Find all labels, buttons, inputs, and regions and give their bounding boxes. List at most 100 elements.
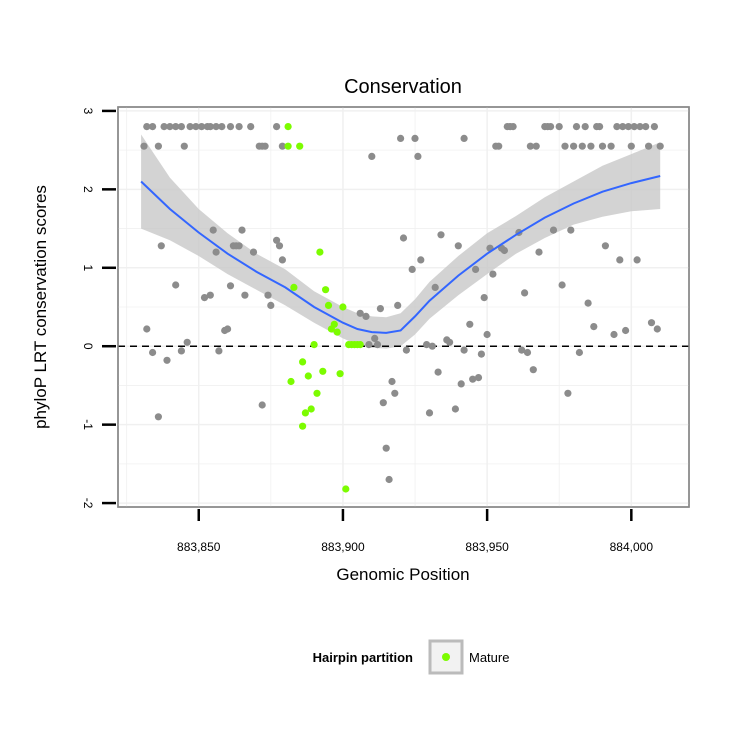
data-point-other xyxy=(547,123,555,131)
data-point-other xyxy=(584,299,592,307)
data-point-other xyxy=(601,242,610,250)
legend: Hairpin partition Mature xyxy=(313,639,509,675)
data-point-mature xyxy=(301,409,309,417)
data-point-mature xyxy=(336,370,344,378)
x-tick-label: 884,000 xyxy=(610,540,654,554)
legend-key-box xyxy=(428,639,464,675)
data-point-other xyxy=(235,242,243,250)
data-point-mature xyxy=(284,142,292,150)
data-point-other xyxy=(275,242,284,250)
y-tick-label: -2 xyxy=(81,498,95,509)
data-point-other xyxy=(518,346,526,354)
data-point-other xyxy=(650,123,659,131)
data-point-other xyxy=(261,142,269,150)
data-point-other xyxy=(570,142,578,150)
data-point-mature xyxy=(284,123,292,131)
data-point-other xyxy=(154,142,162,150)
data-point-other xyxy=(249,248,258,256)
data-point-other xyxy=(206,123,214,131)
data-point-other xyxy=(451,405,459,413)
data-point-other xyxy=(521,289,529,297)
data-point-mature xyxy=(296,142,304,150)
data-point-other xyxy=(489,270,497,278)
data-point-other xyxy=(166,123,174,131)
data-point-other xyxy=(466,320,474,328)
data-point-other xyxy=(218,123,226,131)
data-point-other xyxy=(647,319,656,327)
data-point-other xyxy=(607,142,615,150)
data-point-other xyxy=(365,341,373,349)
data-point-other xyxy=(613,123,621,131)
data-point-other xyxy=(477,350,485,358)
data-point-other xyxy=(154,413,162,421)
data-point-other xyxy=(500,246,508,255)
data-point-other xyxy=(561,142,569,150)
data-point-mature xyxy=(307,405,315,413)
plot-border xyxy=(117,106,690,508)
y-tick-label: 1 xyxy=(81,264,95,271)
data-point-other xyxy=(278,142,286,150)
data-point-other xyxy=(267,301,275,309)
data-point-mature xyxy=(333,328,341,336)
data-point-other xyxy=(523,348,532,357)
data-point-other xyxy=(172,281,180,289)
data-point-other xyxy=(238,226,246,234)
y-axis-ticks: -2 -1 0 1 2 3 xyxy=(81,108,116,509)
data-point-other xyxy=(362,312,370,320)
chart-title: Conservation xyxy=(344,76,462,98)
legend-key-mature xyxy=(442,653,450,661)
data-point-other xyxy=(624,123,633,131)
data-point-other xyxy=(157,242,165,250)
x-tick-label: 883,950 xyxy=(465,540,509,554)
data-point-other xyxy=(264,291,272,299)
x-axis-ticks: 883,850 883,900 883,950 884,000 xyxy=(177,509,653,554)
data-point-mature xyxy=(330,320,338,328)
data-point-other xyxy=(399,234,408,242)
data-point-other xyxy=(567,226,575,234)
data-point-mature xyxy=(316,248,324,256)
data-point-other xyxy=(382,444,390,452)
data-point-other xyxy=(186,123,194,131)
data-point-other xyxy=(532,142,540,150)
data-point-mature xyxy=(322,286,330,294)
data-point-other xyxy=(247,123,255,131)
data-point-other xyxy=(636,123,644,131)
data-point-other xyxy=(371,334,379,342)
x-tick-label: 883,850 xyxy=(177,540,221,554)
data-point-other xyxy=(645,142,653,150)
data-point-other xyxy=(379,399,387,407)
data-point-other xyxy=(630,123,638,131)
data-point-other xyxy=(224,325,232,333)
data-point-other xyxy=(177,347,185,355)
data-point-other xyxy=(483,330,491,339)
data-point-other xyxy=(656,142,664,150)
data-point-other xyxy=(558,281,566,289)
data-point-other xyxy=(397,134,405,142)
data-point-other xyxy=(469,375,477,383)
data-point-other xyxy=(555,123,563,131)
data-point-other xyxy=(388,377,396,386)
data-point-other xyxy=(446,338,454,346)
data-point-other xyxy=(278,256,286,264)
data-point-other xyxy=(575,348,584,357)
y-tick-label: 2 xyxy=(81,186,95,193)
data-point-other xyxy=(425,409,434,417)
data-point-other xyxy=(535,248,543,256)
data-point-other xyxy=(198,123,206,131)
data-point-other xyxy=(192,123,200,131)
data-point-other xyxy=(610,330,618,339)
data-point-other xyxy=(149,123,157,131)
data-point-other xyxy=(495,142,503,150)
data-point-other xyxy=(402,346,410,354)
data-point-other xyxy=(408,265,416,273)
legend-title: Hairpin partition xyxy=(313,650,413,665)
data-point-mature xyxy=(319,367,327,375)
data-point-other xyxy=(581,123,589,131)
data-point-other xyxy=(472,265,480,273)
data-point-other xyxy=(616,256,624,264)
data-point-other xyxy=(235,123,243,131)
data-point-other xyxy=(454,242,462,250)
data-point-other xyxy=(258,401,266,409)
data-point-mature xyxy=(299,358,307,366)
